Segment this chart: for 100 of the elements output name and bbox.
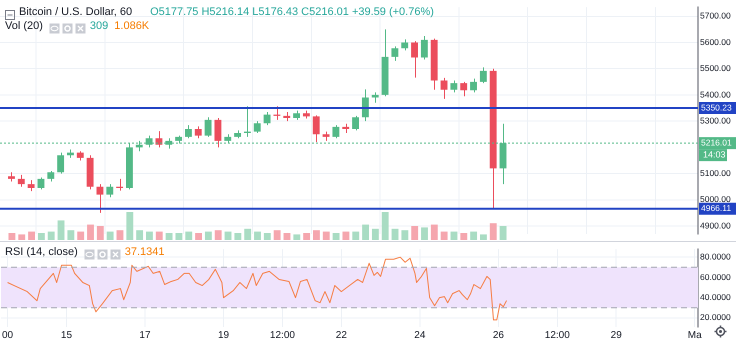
chart-title: Bitcoin / U.S. Dollar, 60 bbox=[19, 6, 132, 19]
bar bbox=[430, 224, 438, 240]
bar bbox=[28, 232, 35, 240]
y-tick-label: 60.0000 bbox=[700, 272, 731, 282]
bar bbox=[460, 233, 467, 240]
x-tick-label: 19 bbox=[218, 330, 230, 341]
candlestick bbox=[18, 174, 25, 188]
bar bbox=[381, 212, 388, 240]
candlestick bbox=[322, 131, 330, 142]
candlestick bbox=[96, 184, 104, 214]
y-tick-label: 5700.00 bbox=[700, 10, 731, 21]
bar bbox=[8, 233, 15, 240]
bar bbox=[450, 232, 457, 240]
y-tick-label: 20.0000 bbox=[700, 312, 731, 322]
candlestick bbox=[440, 77, 448, 100]
candlestick bbox=[293, 110, 300, 120]
x-tick-label: 12:00 bbox=[544, 330, 570, 341]
bar bbox=[18, 234, 25, 240]
x-tick-label: 26 bbox=[492, 330, 504, 341]
y-tick-label: 5600.00 bbox=[700, 36, 731, 47]
candlestick bbox=[38, 177, 44, 190]
bar bbox=[96, 226, 104, 240]
candlestick bbox=[342, 123, 350, 134]
y-tick-label: 80.0000 bbox=[700, 252, 731, 262]
bar bbox=[400, 230, 408, 240]
bar bbox=[194, 233, 202, 240]
candlestick bbox=[391, 46, 398, 62]
x-tick-label: 22 bbox=[336, 330, 348, 341]
bar bbox=[116, 230, 123, 240]
bar bbox=[76, 232, 84, 240]
candlestick bbox=[47, 170, 54, 182]
candlestick bbox=[214, 118, 222, 148]
y-tick-label: 4900.00 bbox=[700, 220, 731, 230]
candlestick bbox=[57, 152, 64, 174]
x-tick-label: 15 bbox=[60, 330, 72, 341]
bar bbox=[204, 232, 212, 240]
y-tick-label: 5100.00 bbox=[700, 168, 731, 178]
bar bbox=[263, 233, 270, 240]
candlestick bbox=[106, 184, 114, 198]
bar bbox=[66, 230, 74, 240]
bar bbox=[184, 232, 192, 240]
annotation: 1.086K bbox=[114, 20, 150, 33]
bar bbox=[352, 232, 359, 240]
candlestick bbox=[362, 88, 369, 122]
candlestick bbox=[460, 81, 468, 97]
bar bbox=[57, 220, 64, 240]
bar bbox=[420, 227, 428, 240]
bar bbox=[155, 232, 162, 240]
candlestick bbox=[155, 130, 162, 148]
text: 14:03 bbox=[703, 150, 726, 160]
bar bbox=[254, 232, 260, 240]
bar bbox=[86, 224, 94, 240]
candlestick bbox=[8, 172, 15, 182]
bar bbox=[312, 230, 320, 240]
candlestick bbox=[184, 124, 192, 139]
bar bbox=[214, 230, 222, 240]
y-tick-label: 40.0000 bbox=[700, 292, 731, 302]
candlestick bbox=[450, 80, 458, 93]
candlestick bbox=[480, 66, 487, 84]
x-tick-label: 29 bbox=[610, 330, 622, 341]
candlestick bbox=[283, 111, 290, 122]
candlestick bbox=[401, 38, 408, 51]
candlestick bbox=[411, 40, 418, 78]
bar bbox=[470, 232, 477, 240]
bar bbox=[37, 233, 44, 240]
candlestick bbox=[244, 106, 251, 138]
chart-subtitle: O5177.75 H5216.14 L5176.43 C5216.01 +39.59 (+0.76%) bbox=[150, 6, 434, 19]
bar bbox=[283, 233, 290, 240]
bar bbox=[489, 223, 496, 240]
x-tick-label: Ma bbox=[688, 330, 702, 341]
bar bbox=[499, 226, 506, 240]
bar bbox=[224, 232, 232, 240]
bar bbox=[244, 228, 251, 240]
bar bbox=[292, 234, 300, 240]
candlestick bbox=[28, 180, 35, 192]
bar bbox=[136, 230, 143, 240]
y-tick-label: 5400.00 bbox=[700, 89, 731, 100]
candlestick bbox=[372, 92, 379, 104]
bar bbox=[371, 228, 378, 240]
x-tick-label: 24 bbox=[414, 330, 426, 341]
candlestick bbox=[76, 150, 84, 161]
candlestick bbox=[194, 126, 202, 139]
candlestick bbox=[254, 120, 261, 134]
x-tick-label: 12:00 bbox=[270, 330, 296, 341]
candlestick bbox=[312, 114, 320, 143]
ref-line-label: 5350.23 bbox=[701, 102, 732, 112]
bar bbox=[362, 224, 369, 240]
ref-line-label: 4966.11 bbox=[701, 203, 732, 214]
bar bbox=[342, 232, 349, 240]
bar bbox=[106, 232, 114, 240]
candlestick bbox=[332, 124, 340, 139]
bar bbox=[126, 212, 133, 240]
bar bbox=[440, 232, 448, 240]
ref-line-label: 5216.01 bbox=[701, 138, 732, 148]
bar bbox=[234, 233, 241, 240]
candlestick bbox=[116, 178, 124, 192]
x-tick-label: 17 bbox=[139, 330, 151, 341]
y-tick-label: 5300.00 bbox=[700, 116, 731, 126]
candlestick bbox=[273, 106, 280, 120]
candlestick bbox=[420, 35, 428, 60]
